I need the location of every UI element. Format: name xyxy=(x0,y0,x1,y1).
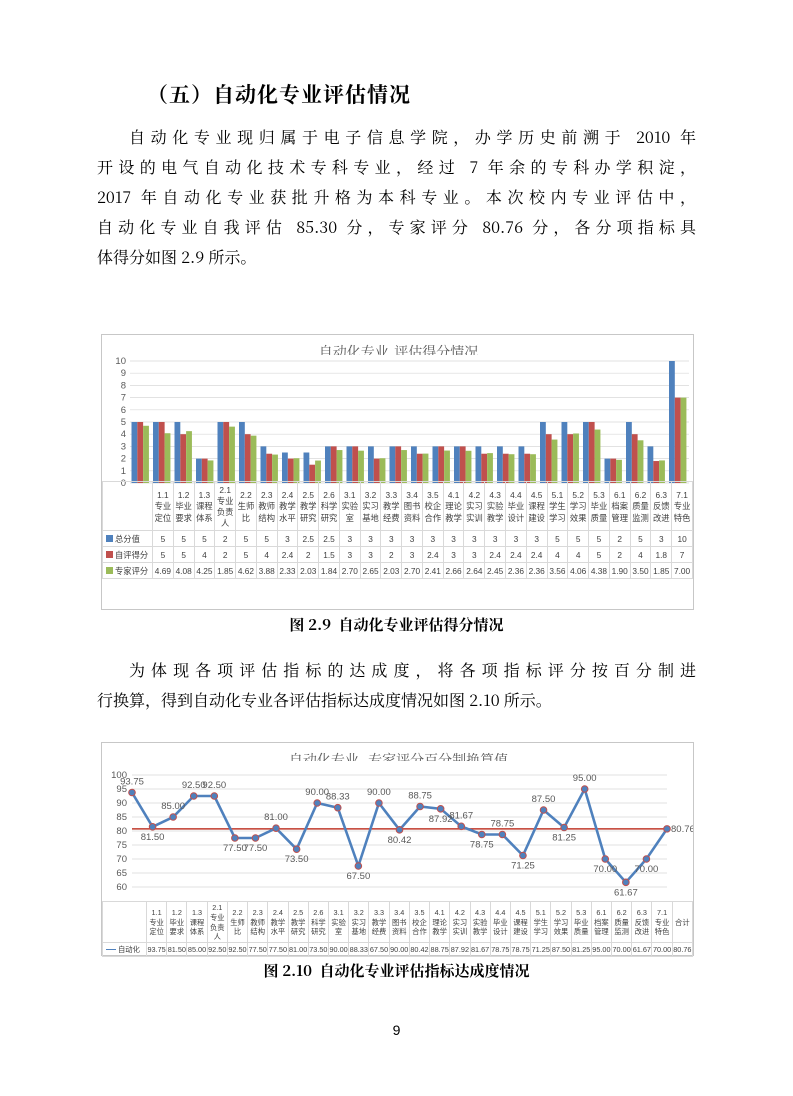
svg-text:80.76: 80.76 xyxy=(671,824,693,835)
svg-text:92.50: 92.50 xyxy=(202,780,226,791)
svg-text:85.00: 85.00 xyxy=(161,801,185,812)
svg-text:70: 70 xyxy=(116,854,127,865)
svg-text:10: 10 xyxy=(115,356,126,367)
svg-text:81.67: 81.67 xyxy=(449,810,473,821)
svg-text:77.50: 77.50 xyxy=(244,843,268,854)
svg-text:75: 75 xyxy=(116,840,127,851)
svg-text:4: 4 xyxy=(121,429,126,440)
svg-text:78.75: 78.75 xyxy=(470,840,494,851)
svg-text:81.00: 81.00 xyxy=(264,812,288,823)
svg-text:88.33: 88.33 xyxy=(326,792,350,803)
svg-text:87.50: 87.50 xyxy=(532,794,556,805)
svg-text:70.00: 70.00 xyxy=(593,864,617,875)
svg-text:2: 2 xyxy=(121,454,126,465)
svg-text:70.00: 70.00 xyxy=(635,864,659,875)
svg-text:95.00: 95.00 xyxy=(573,773,597,784)
svg-text:8: 8 xyxy=(121,380,126,391)
svg-text:80.42: 80.42 xyxy=(388,835,412,846)
svg-text:80: 80 xyxy=(116,826,127,837)
svg-text:81.25: 81.25 xyxy=(552,833,576,844)
svg-text:73.50: 73.50 xyxy=(285,854,309,865)
svg-text:85: 85 xyxy=(116,812,127,823)
svg-text:65: 65 xyxy=(116,868,127,879)
svg-text:81.50: 81.50 xyxy=(141,832,165,843)
svg-text:78.75: 78.75 xyxy=(490,819,514,830)
svg-text:71.25: 71.25 xyxy=(511,861,535,872)
svg-text:61.67: 61.67 xyxy=(614,887,638,898)
svg-text:5: 5 xyxy=(121,417,126,428)
svg-text:90: 90 xyxy=(116,798,127,809)
svg-text:9: 9 xyxy=(121,368,126,379)
svg-text:88.75: 88.75 xyxy=(408,791,432,802)
svg-text:1: 1 xyxy=(121,466,126,477)
svg-text:67.50: 67.50 xyxy=(346,871,370,882)
svg-text:3: 3 xyxy=(121,441,126,452)
svg-text:60: 60 xyxy=(116,882,127,893)
svg-text:93.75: 93.75 xyxy=(120,777,144,788)
svg-text:6: 6 xyxy=(121,405,126,416)
svg-text:7: 7 xyxy=(121,393,126,404)
svg-text:90.00: 90.00 xyxy=(367,787,391,798)
